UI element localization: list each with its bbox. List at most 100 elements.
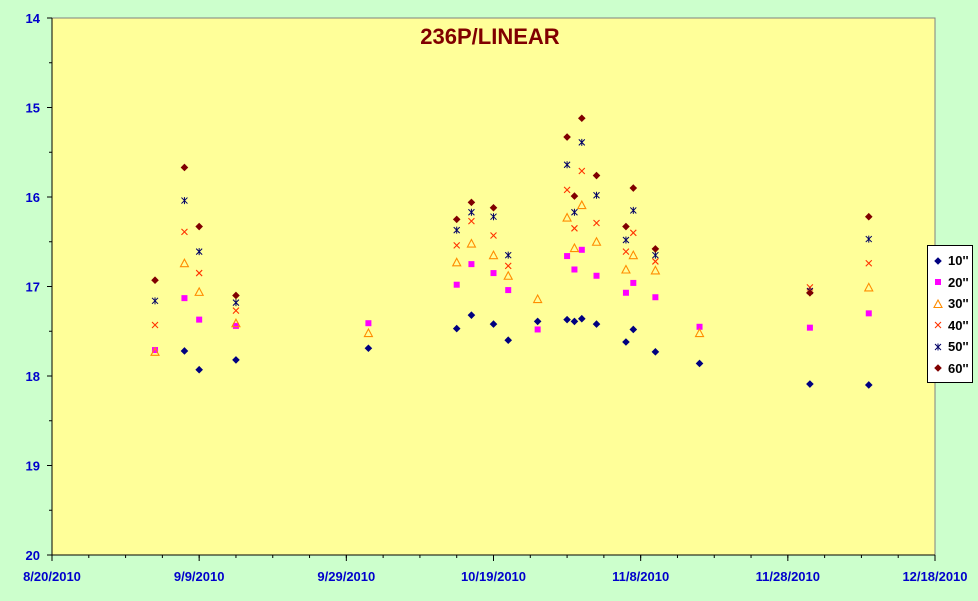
data-point-series-5 <box>468 208 475 216</box>
data-point-series-1 <box>467 311 476 319</box>
data-point-series-3 <box>694 327 705 338</box>
data-point-series-5 <box>232 299 240 307</box>
legend-item: 10'' <box>928 250 972 272</box>
legend-item: 60'' <box>928 358 972 380</box>
data-point-series-6 <box>232 291 240 300</box>
data-point-series-3 <box>466 238 477 248</box>
legend-marker-icon <box>934 321 942 329</box>
data-point-series-1 <box>452 324 461 333</box>
data-point-series-2 <box>652 294 659 301</box>
data-point-series-2 <box>622 289 629 296</box>
data-point-series-5 <box>563 161 571 169</box>
data-point-series-3 <box>569 242 580 253</box>
y-tick-label: 19 <box>26 459 40 474</box>
data-point-series-3 <box>562 212 572 222</box>
legend-marker-icon <box>934 256 942 265</box>
data-point-series-2 <box>593 272 600 279</box>
data-point-series-2 <box>696 323 703 330</box>
data-point-series-5 <box>622 236 630 244</box>
data-point-series-2 <box>232 322 239 329</box>
data-point-series-1 <box>232 356 240 364</box>
x-tick-label: 8/20/2010 <box>23 569 81 584</box>
data-point-series-2 <box>571 266 578 273</box>
data-point-series-1 <box>622 338 630 346</box>
data-point-series-3 <box>488 250 499 260</box>
x-tick-label: 9/29/2010 <box>317 569 375 584</box>
data-point-series-6 <box>467 198 476 207</box>
legend-label: 30'' <box>948 296 969 312</box>
data-point-series-3 <box>650 265 661 275</box>
legend-label: 20'' <box>948 274 969 290</box>
data-point-series-3 <box>863 282 874 292</box>
data-point-series-4 <box>195 269 203 277</box>
data-point-series-6 <box>629 184 638 192</box>
data-point-series-6 <box>864 212 873 221</box>
data-point-series-4 <box>622 248 630 255</box>
x-tick-label: 11/28/2010 <box>756 569 820 584</box>
data-point-series-3 <box>576 199 587 210</box>
data-point-series-2 <box>468 261 475 268</box>
data-point-series-1 <box>864 381 873 389</box>
legend-marker-icon <box>935 279 941 286</box>
data-point-series-1 <box>563 315 571 324</box>
x-tick-label: 10/19/2010 <box>461 569 526 584</box>
data-point-series-2 <box>505 287 512 294</box>
axis-ticks: 14 15 16 17 18 19 20 8/20/2010 9/9/2010 9/29/2010… <box>23 11 967 584</box>
data-point-series-4 <box>578 167 586 175</box>
data-point-series-6 <box>489 203 498 212</box>
data-point-series-6 <box>622 222 630 231</box>
plot-area <box>51 17 936 556</box>
data-point-series-5 <box>504 251 512 259</box>
data-point-series-2 <box>152 347 159 354</box>
legend-label: 50'' <box>948 339 969 355</box>
data-point-series-4 <box>571 224 578 232</box>
data-point-series-5 <box>652 251 659 259</box>
data-point-series-4 <box>232 307 240 315</box>
data-point-series-2 <box>453 281 460 288</box>
legend-item: 50'' <box>928 336 972 358</box>
data-point-series-2 <box>564 253 571 260</box>
legend-label: 60'' <box>948 360 969 376</box>
data-point-series-1 <box>180 347 189 355</box>
data-point-series-5 <box>181 197 188 205</box>
data-point-series-6 <box>570 192 579 200</box>
y-tick-label: 15 <box>26 101 40 116</box>
data-point-series-2 <box>865 310 872 317</box>
data-point-series-5 <box>453 226 461 234</box>
data-point-series-6 <box>195 222 203 231</box>
data-point-series-4 <box>468 217 475 225</box>
y-tick-label: 14 <box>26 11 41 26</box>
data-point-series-2 <box>181 295 188 302</box>
y-tick-label: 18 <box>26 369 40 384</box>
data-point-series-3 <box>179 258 190 268</box>
data-point-series-5 <box>578 138 586 146</box>
data-point-series-6 <box>806 288 814 297</box>
data-point-series-3 <box>532 293 543 304</box>
data-point-series-5 <box>865 235 873 243</box>
data-point-series-5 <box>593 191 600 199</box>
data-point-series-4 <box>490 232 497 239</box>
data-point-series-3 <box>628 250 639 260</box>
data-point-series-3 <box>363 327 374 338</box>
legend-marker-icon <box>934 343 942 351</box>
data-point-series-1 <box>364 344 373 353</box>
data-point-series-1 <box>195 365 203 374</box>
data-point-series-4 <box>563 186 571 194</box>
data-point-series-4 <box>651 258 659 265</box>
y-tick-label: 16 <box>26 190 40 205</box>
legend-marker-icon <box>933 298 943 308</box>
data-point-series-2 <box>365 320 372 327</box>
legend-label: 40'' <box>948 317 969 333</box>
data-point-series-2 <box>490 270 497 277</box>
data-point-series-5 <box>490 213 497 221</box>
data-point-series-1 <box>533 317 542 326</box>
data-point-series-4 <box>629 229 637 237</box>
data-point-series-6 <box>651 245 660 253</box>
legend: 10'' 20'' 30'' 40'' 50'' 60'' <box>927 245 973 383</box>
data-point-series-4 <box>453 241 461 249</box>
data-point-series-2 <box>630 279 637 286</box>
legend-item: 30'' <box>928 293 972 315</box>
data-point-series-2 <box>578 246 585 253</box>
x-tick-label: 12/18/2010 <box>902 569 967 584</box>
